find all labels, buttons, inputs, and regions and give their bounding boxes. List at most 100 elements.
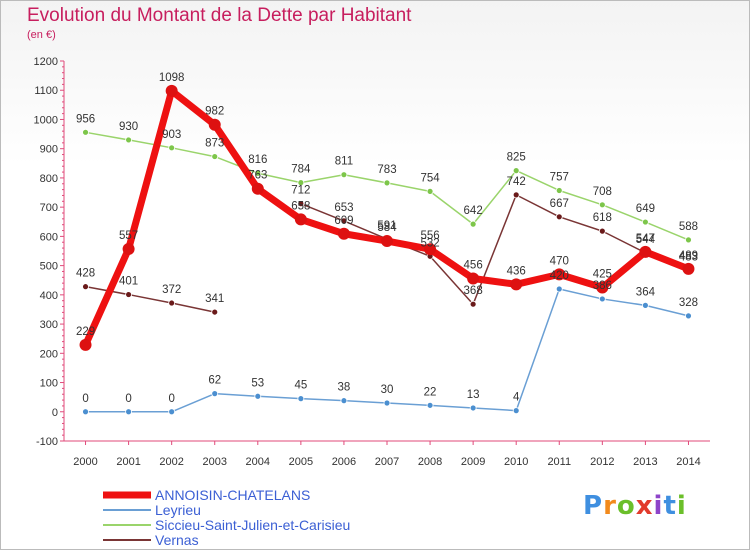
chart-title: Evolution du Montant de la Dette par Hab… xyxy=(27,5,412,26)
x-tick-label: 2007 xyxy=(375,456,399,468)
data-label-annoisin-chatelans: 982 xyxy=(205,106,224,118)
data-label-leyrieu: 45 xyxy=(294,380,307,392)
point-siccieu-saint-julien-et-carisieu xyxy=(297,179,305,187)
point-vernas xyxy=(598,227,606,235)
data-label-vernas: 742 xyxy=(507,176,526,188)
data-label-leyrieu: 0 xyxy=(125,393,131,405)
point-annoisin-chatelans xyxy=(251,182,264,195)
y-tick-label: 900 xyxy=(40,144,58,156)
data-label-leyrieu: 30 xyxy=(381,384,394,396)
data-label-annoisin-chatelans: 436 xyxy=(507,265,526,277)
proxiti-logo: Proxiti xyxy=(583,491,687,521)
point-leyrieu xyxy=(340,397,348,405)
y-tick-label: -100 xyxy=(36,436,58,448)
data-label-siccieu-saint-julien-et-carisieu: 825 xyxy=(507,152,526,164)
data-label-annoisin-chatelans: 229 xyxy=(76,326,95,338)
data-label-vernas: 544 xyxy=(636,234,656,246)
x-tick-label: 2003 xyxy=(202,456,226,468)
point-annoisin-chatelans xyxy=(294,213,307,226)
x-tick-label: 2000 xyxy=(73,456,97,468)
x-tick-label: 2008 xyxy=(418,456,442,468)
y-tick-label: 500 xyxy=(40,261,58,273)
y-tick-label: 100 xyxy=(40,378,58,390)
data-label-annoisin-chatelans: 557 xyxy=(119,230,138,242)
data-label-vernas: 428 xyxy=(76,268,95,280)
point-leyrieu xyxy=(469,404,477,412)
data-label-vernas: 368 xyxy=(464,285,483,297)
data-label-siccieu-saint-julien-et-carisieu: 588 xyxy=(679,221,698,233)
point-siccieu-saint-julien-et-carisieu xyxy=(469,220,477,228)
x-tick-label: 2004 xyxy=(246,456,270,468)
data-label-annoisin-chatelans: 556 xyxy=(420,230,439,242)
point-leyrieu xyxy=(125,408,132,416)
point-vernas xyxy=(555,213,563,221)
y-tick-label: 800 xyxy=(40,173,58,185)
point-vernas xyxy=(469,300,477,308)
point-vernas xyxy=(512,191,520,199)
y-tick-label: 600 xyxy=(40,231,58,243)
point-siccieu-saint-julien-et-carisieu xyxy=(168,144,176,152)
point-annoisin-chatelans xyxy=(424,243,437,256)
data-label-siccieu-saint-julien-et-carisieu: 649 xyxy=(636,203,655,215)
point-siccieu-saint-julien-et-carisieu xyxy=(555,187,563,194)
data-label-siccieu-saint-julien-et-carisieu: 757 xyxy=(550,171,569,183)
data-label-leyrieu: 364 xyxy=(636,286,656,298)
data-label-siccieu-saint-julien-et-carisieu: 754 xyxy=(420,172,440,184)
data-label-leyrieu: 386 xyxy=(593,280,612,292)
point-annoisin-chatelans xyxy=(682,262,695,275)
point-siccieu-saint-julien-et-carisieu xyxy=(383,179,391,187)
point-annoisin-chatelans xyxy=(165,84,178,97)
data-label-vernas: 483 xyxy=(679,252,698,264)
point-siccieu-saint-julien-et-carisieu xyxy=(426,187,434,195)
series-line-vernas xyxy=(300,194,690,305)
point-annoisin-chatelans xyxy=(381,235,393,248)
data-label-annoisin-chatelans: 584 xyxy=(377,222,397,234)
point-leyrieu xyxy=(512,407,520,415)
x-tick-label: 2013 xyxy=(633,456,657,468)
x-tick-label: 2009 xyxy=(461,456,485,468)
data-label-leyrieu: 53 xyxy=(251,377,264,389)
x-tick-label: 2014 xyxy=(676,456,700,468)
data-label-vernas: 618 xyxy=(593,212,612,224)
data-label-annoisin-chatelans: 1098 xyxy=(159,72,185,84)
data-label-leyrieu: 420 xyxy=(550,270,569,282)
data-label-siccieu-saint-julien-et-carisieu: 642 xyxy=(464,205,483,217)
x-tick-label: 2012 xyxy=(590,456,614,468)
data-label-siccieu-saint-julien-et-carisieu: 873 xyxy=(205,138,224,150)
data-label-annoisin-chatelans: 547 xyxy=(636,233,655,245)
y-tick-label: 700 xyxy=(40,202,58,214)
point-vernas xyxy=(168,299,176,307)
point-leyrieu xyxy=(168,408,176,416)
data-label-annoisin-chatelans: 470 xyxy=(550,255,569,267)
data-label-leyrieu: 13 xyxy=(467,389,480,401)
point-annoisin-chatelans xyxy=(467,272,480,285)
point-siccieu-saint-julien-et-carisieu xyxy=(598,201,606,209)
y-tick-label: 1100 xyxy=(34,85,58,97)
data-label-leyrieu: 62 xyxy=(208,375,221,387)
x-tick-label: 2002 xyxy=(159,456,183,468)
data-label-leyrieu: 38 xyxy=(338,382,351,394)
point-vernas xyxy=(211,308,219,316)
point-siccieu-saint-julien-et-carisieu xyxy=(254,169,262,177)
data-label-annoisin-chatelans: 489 xyxy=(679,250,698,262)
point-siccieu-saint-julien-et-carisieu xyxy=(685,236,692,244)
data-label-siccieu-saint-julien-et-carisieu: 708 xyxy=(593,186,612,198)
data-label-leyrieu: 4 xyxy=(513,392,520,404)
x-tick-label: 2006 xyxy=(332,456,356,468)
point-annoisin-chatelans xyxy=(337,227,350,240)
y-tick-label: 0 xyxy=(52,407,58,419)
data-label-annoisin-chatelans: 609 xyxy=(334,215,353,227)
point-leyrieu xyxy=(82,408,89,416)
point-vernas xyxy=(340,217,348,225)
x-tick-label: 2011 xyxy=(547,456,571,468)
y-tick-label: 1000 xyxy=(34,114,58,126)
y-tick-label: 300 xyxy=(40,319,58,331)
data-label-leyrieu: 0 xyxy=(82,393,88,405)
y-tick-label: 1200 xyxy=(34,56,58,68)
chart-unit-label: (en €) xyxy=(27,29,56,41)
point-siccieu-saint-julien-et-carisieu xyxy=(211,153,219,160)
data-label-vernas: 591 xyxy=(377,220,396,232)
legend-label-leyrieu: Leyrieu xyxy=(155,502,201,518)
point-vernas xyxy=(297,200,305,208)
